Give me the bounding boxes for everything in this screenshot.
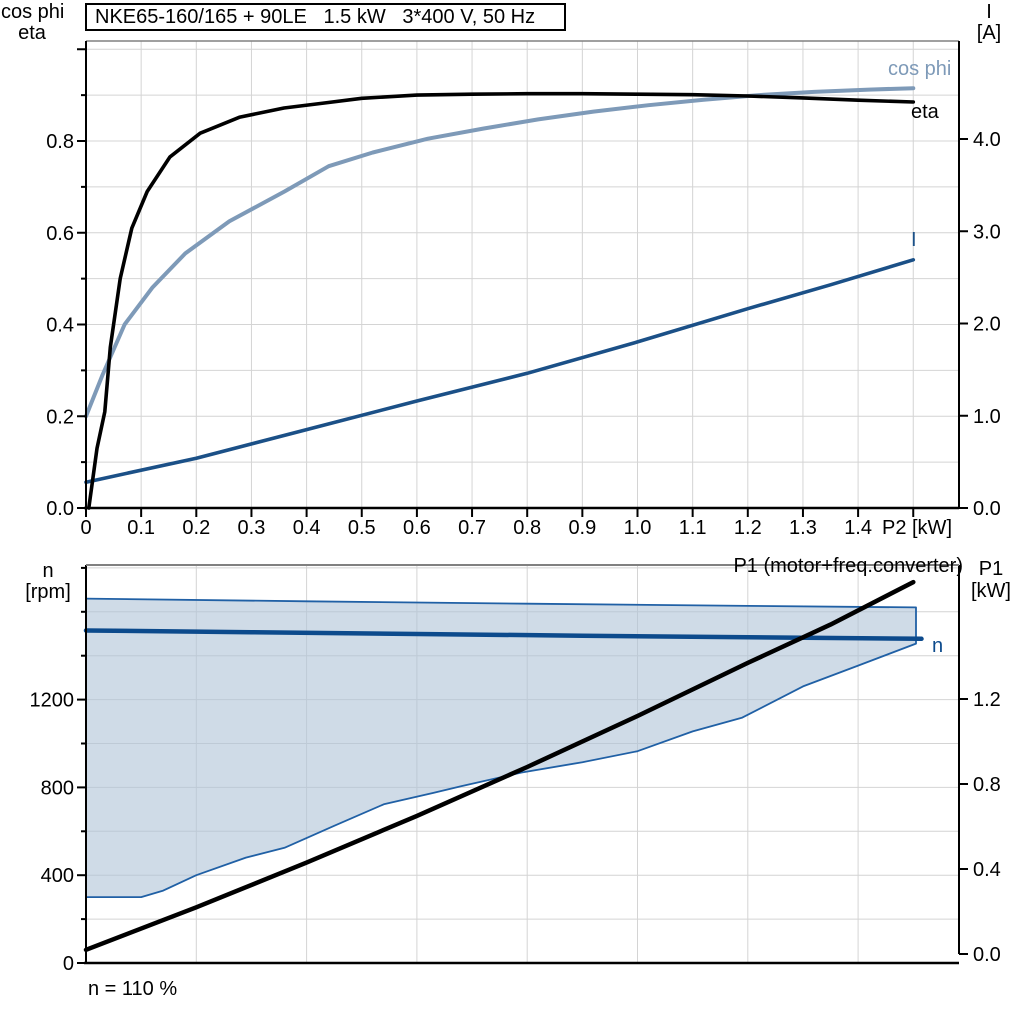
svg-text:0.7: 0.7: [458, 517, 486, 539]
svg-text:0.4: 0.4: [293, 517, 321, 539]
svg-text:0.1: 0.1: [127, 517, 155, 539]
svg-text:0.0: 0.0: [973, 944, 1001, 966]
svg-text:0.5: 0.5: [348, 517, 376, 539]
top-left-axis-title-eta: eta: [18, 22, 46, 44]
bottom-right-axis-title-unit: [kW]: [971, 580, 1011, 602]
svg-text:0: 0: [80, 517, 91, 539]
cos-phi-curve-label: cos phi: [888, 58, 952, 80]
svg-text:1200: 1200: [30, 690, 75, 712]
eta-curve-label: eta: [911, 101, 939, 123]
bottom-left-axis-title-unit: [rpm]: [25, 581, 71, 603]
svg-text:0.6: 0.6: [46, 223, 74, 245]
svg-text:0.3: 0.3: [238, 517, 266, 539]
svg-text:0.2: 0.2: [46, 406, 74, 428]
svg-text:1.2: 1.2: [734, 517, 762, 539]
n-curve: [83, 628, 924, 642]
svg-text:0.9: 0.9: [568, 517, 596, 539]
p1-curve: [83, 579, 916, 953]
bottom-chart: 0 400 800 1200 0.0 0.4 0.8 1.2: [30, 564, 1001, 975]
svg-text:1.4: 1.4: [844, 517, 872, 539]
speed-range-envelope: [85, 597, 917, 898]
chart-title: NKE65-160/165 + 90LE 1.5 kW 3*400 V, 50 …: [95, 5, 536, 28]
p1-curve-label: P1 (motor+freq.converter): [733, 555, 963, 577]
current-curve: [84, 257, 916, 485]
svg-text:1.3: 1.3: [789, 517, 817, 539]
svg-text:4.0: 4.0: [973, 129, 1001, 151]
svg-text:0.6: 0.6: [403, 517, 431, 539]
current-curve-label: I: [911, 229, 917, 251]
svg-text:0: 0: [63, 953, 74, 975]
bottom-right-axis-title-p1: P1: [978, 558, 1004, 580]
svg-text:1.1: 1.1: [679, 517, 707, 539]
svg-text:2.0: 2.0: [973, 314, 1001, 336]
top-right-axis-title-unit: [A]: [976, 22, 1002, 44]
top-right-axis-title-i: I: [986, 1, 992, 23]
cos-phi-curve: [84, 86, 916, 419]
svg-text:1.0: 1.0: [624, 517, 652, 539]
svg-text:0.8: 0.8: [973, 774, 1001, 796]
svg-text:0.0: 0.0: [46, 498, 74, 520]
svg-text:1.2: 1.2: [973, 689, 1001, 711]
chart-title-box: NKE65-160/165 + 90LE 1.5 kW 3*400 V, 50 …: [85, 3, 566, 31]
speed-annotation: n = 110 %: [88, 978, 178, 1000]
bottom-left-axis-title-n: n: [42, 560, 54, 582]
svg-text:0.4: 0.4: [973, 859, 1001, 881]
svg-text:0.4: 0.4: [46, 315, 74, 337]
svg-text:0.8: 0.8: [513, 517, 541, 539]
svg-text:0.2: 0.2: [182, 517, 210, 539]
svg-text:3.0: 3.0: [973, 221, 1001, 243]
n-curve-label: n: [932, 635, 944, 657]
svg-text:800: 800: [41, 777, 74, 799]
svg-text:0.8: 0.8: [46, 131, 74, 153]
svg-text:0.0: 0.0: [973, 498, 1001, 520]
svg-text:P2 [kW]: P2 [kW]: [882, 517, 952, 539]
top-left-axis-title-cosphi: cos phi: [1, 1, 65, 23]
top-chart: 0 0.1 0.2 0.3 0.4 0.5 0.6 0.7 0.8 0.9 1.0 1.1 1.2 1.3…: [46, 40, 1001, 539]
svg-text:400: 400: [41, 865, 74, 887]
svg-text:1.0: 1.0: [973, 406, 1001, 428]
eta-curve: [87, 91, 916, 510]
